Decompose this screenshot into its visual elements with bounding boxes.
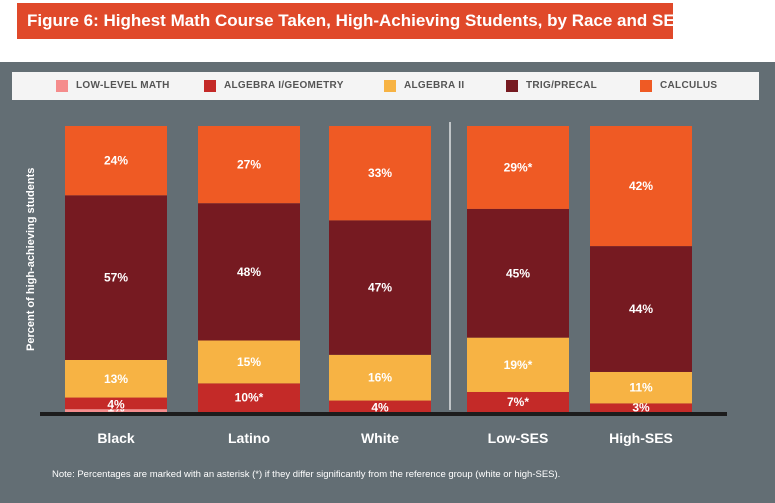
legend-label: ALGEBRA II <box>404 80 465 91</box>
data-label-low-ses-algebra-ii: 19%* <box>504 358 533 372</box>
x-tick-label-high-ses: High-SES <box>609 430 673 446</box>
bar-segment-low-ses-trig-precal <box>467 208 569 338</box>
bar-segment-black-algebra-ii <box>65 360 167 398</box>
data-label-low-ses-trig-precal: 45% <box>506 266 530 280</box>
bar-segment-white-trig-precal <box>329 220 431 355</box>
bar-segment-white-calculus <box>329 126 431 221</box>
data-label-high-ses-calculus: 42% <box>629 179 653 193</box>
x-tick-label-low-ses: Low-SES <box>488 430 549 446</box>
bar-segment-black-trig-precal <box>65 195 167 360</box>
bar-segment-high-ses-calculus <box>590 126 692 247</box>
bar-segment-low-ses-algebra-ii <box>467 337 569 392</box>
bar-segment-white-algebra-ii <box>329 354 431 401</box>
legend-swatch-algebra-ii <box>384 80 396 92</box>
x-tick-label-latino: Latino <box>228 430 270 446</box>
bar-segment-latino-algebra-i-geometry <box>198 383 300 412</box>
data-label-black-trig-precal: 57% <box>104 271 128 285</box>
bar-segment-high-ses-algebra-i-geometry <box>590 403 692 412</box>
data-label-black-algebra-ii: 13% <box>104 372 128 386</box>
legend-label: TRIG/PRECAL <box>526 80 598 91</box>
data-label-white-trig-precal: 47% <box>368 281 392 295</box>
legend-label: CALCULUS <box>660 80 718 91</box>
data-label-low-ses-algebra-i-geometry: 7%* <box>507 395 529 409</box>
data-label-white-calculus: 33% <box>368 166 392 180</box>
x-tick-label-white: White <box>361 430 399 446</box>
bar-segment-latino-trig-precal <box>198 203 300 341</box>
data-label-black-algebra-i-geometry: 4% <box>107 398 125 412</box>
data-label-latino-algebra-ii: 15% <box>237 355 261 369</box>
legend-label: LOW-LEVEL MATH <box>76 80 170 91</box>
legend-swatch-calculus <box>640 80 652 92</box>
bar-segment-latino-algebra-ii <box>198 340 300 384</box>
title-band: Figure 6: Highest Math Course Taken, Hig… <box>0 0 775 62</box>
bar-segment-low-ses-algebra-i-geometry <box>467 391 569 412</box>
data-label-low-ses-calculus: 29%* <box>504 160 533 174</box>
data-label-black-calculus: 24% <box>104 154 128 168</box>
bar-segment-white-algebra-i-geometry <box>329 400 431 412</box>
data-label-white-algebra-i-geometry: 4% <box>371 401 389 415</box>
x-axis-line <box>40 412 727 416</box>
legend-label: ALGEBRA I/GEOMETRY <box>224 80 344 91</box>
data-label-high-ses-algebra-ii: 11% <box>629 381 653 395</box>
bar-segment-black-calculus <box>65 126 167 196</box>
data-label-latino-calculus: 27% <box>237 158 261 172</box>
data-label-high-ses-algebra-i-geometry: 3% <box>632 401 650 415</box>
bar-segment-high-ses-trig-precal <box>590 246 692 372</box>
data-label-latino-trig-precal: 48% <box>237 265 261 279</box>
figure-title: Figure 6: Highest Math Course Taken, Hig… <box>17 3 673 39</box>
footnote: Note: Percentages are marked with an ast… <box>52 469 561 480</box>
data-label-high-ses-trig-precal: 44% <box>629 302 653 316</box>
legend-swatch-trig-precal <box>506 80 518 92</box>
bar-segment-latino-calculus <box>198 126 300 204</box>
bar-segment-high-ses-algebra-ii <box>590 371 692 404</box>
bar-segment-low-ses-calculus <box>467 126 569 209</box>
legend: LOW-LEVEL MATH ALGEBRA I/GEOMETRY ALGEBR… <box>12 72 759 100</box>
legend-swatch-low-level-math <box>56 80 68 92</box>
bar-segment-black-low-level-math <box>65 409 167 412</box>
x-tick-label-black: Black <box>97 430 135 446</box>
bar-segment-black-algebra-i-geometry <box>65 397 167 410</box>
legend-swatch-algebra-i-geometry <box>204 80 216 92</box>
data-label-latino-algebra-i-geometry: 10%* <box>235 391 264 405</box>
data-label-white-algebra-ii: 16% <box>368 371 392 385</box>
